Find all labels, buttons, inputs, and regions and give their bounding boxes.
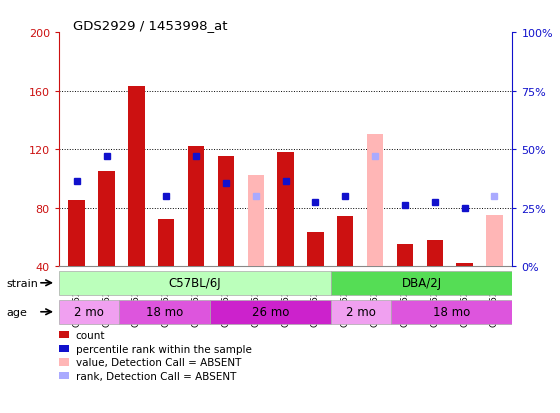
Bar — [397, 244, 413, 266]
Text: rank, Detection Call = ABSENT: rank, Detection Call = ABSENT — [76, 371, 236, 381]
Text: age: age — [7, 307, 27, 317]
Bar — [331, 300, 391, 324]
Bar — [391, 300, 512, 324]
Bar — [218, 157, 234, 266]
Text: DBA/2J: DBA/2J — [402, 277, 442, 290]
Text: 2 mo: 2 mo — [346, 306, 376, 318]
Bar — [456, 263, 473, 266]
Bar — [158, 220, 174, 266]
Bar — [331, 271, 512, 295]
Text: count: count — [76, 330, 105, 340]
Bar — [188, 147, 204, 266]
Bar — [68, 201, 85, 266]
Bar — [248, 176, 264, 266]
Bar — [59, 300, 119, 324]
Text: percentile rank within the sample: percentile rank within the sample — [76, 344, 251, 354]
Text: GDS2929 / 1453998_at: GDS2929 / 1453998_at — [73, 19, 227, 31]
Bar — [277, 153, 294, 266]
Bar — [337, 217, 353, 266]
Text: strain: strain — [7, 278, 39, 288]
Bar — [307, 233, 324, 266]
Bar — [367, 135, 384, 266]
Bar — [486, 215, 503, 266]
Text: 18 mo: 18 mo — [433, 306, 470, 318]
Text: 18 mo: 18 mo — [146, 306, 183, 318]
Text: value, Detection Call = ABSENT: value, Detection Call = ABSENT — [76, 358, 241, 368]
Bar — [427, 240, 443, 266]
Bar — [59, 372, 69, 380]
Bar — [59, 345, 69, 352]
Bar — [59, 271, 331, 295]
Bar — [59, 358, 69, 366]
Text: 26 mo: 26 mo — [252, 306, 289, 318]
Text: 2 mo: 2 mo — [74, 306, 104, 318]
Bar — [59, 331, 69, 339]
Bar — [128, 87, 144, 266]
Bar — [99, 171, 115, 266]
Bar — [210, 300, 331, 324]
Text: C57BL/6J: C57BL/6J — [169, 277, 221, 290]
Bar — [119, 300, 210, 324]
